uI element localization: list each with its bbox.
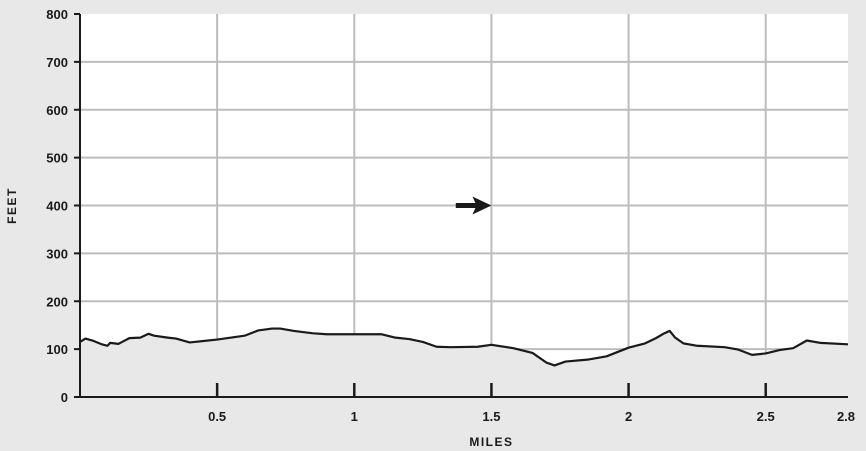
arrow-annotation — [455, 196, 492, 215]
y-tick-label: 700 — [46, 55, 68, 70]
x-tick-label: 1.5 — [482, 409, 500, 424]
x-tick-label: 2.5 — [757, 409, 775, 424]
y-tick-label: 100 — [46, 342, 68, 357]
elevation-area — [80, 328, 848, 397]
x-tick-label: 0.5 — [208, 409, 226, 424]
y-axis-title: FEET — [5, 187, 19, 224]
x-tick-label: 2.8 — [837, 409, 855, 424]
y-tick-label: 300 — [46, 246, 68, 261]
x-axis-title: MILES — [469, 435, 513, 449]
x-tick-label: 2 — [625, 409, 632, 424]
y-tick-label: 500 — [46, 151, 68, 166]
y-tick-label: 600 — [46, 103, 68, 118]
y-tick-label: 200 — [46, 294, 68, 309]
y-tick-label: 0 — [61, 390, 68, 405]
y-tick-label: 800 — [46, 7, 68, 22]
elevation-line — [79, 327, 849, 367]
y-tick-label: 400 — [46, 199, 68, 214]
x-tick-label: 1 — [351, 409, 358, 424]
